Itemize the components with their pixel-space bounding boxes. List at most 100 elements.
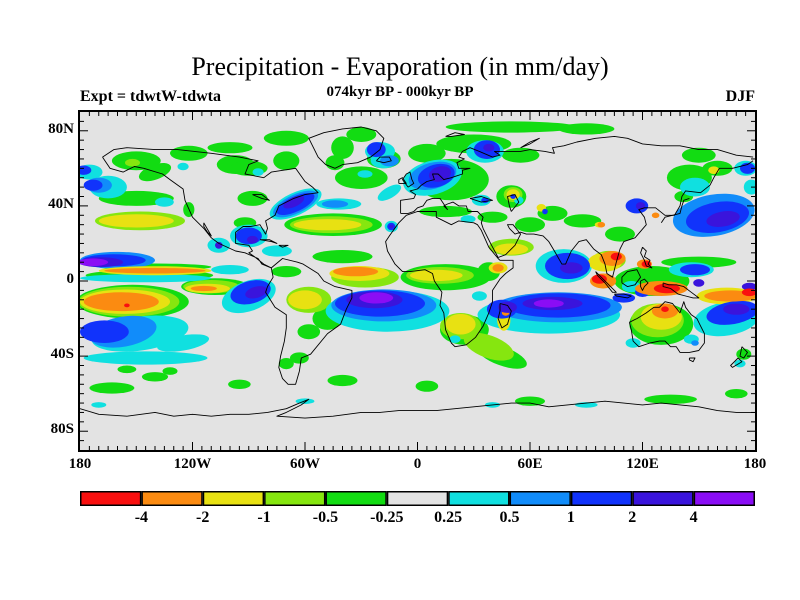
y-axis-tick-label: 40S xyxy=(50,346,74,363)
anomaly-region xyxy=(743,179,755,195)
y-axis-tick-label: 0 xyxy=(66,271,75,287)
colorbar-tick-label: 0.5 xyxy=(499,509,520,526)
anomaly-region xyxy=(80,320,129,343)
anomaly-region xyxy=(228,379,251,389)
anomaly-region xyxy=(736,348,752,360)
anomaly-region xyxy=(80,258,109,266)
colorbar-segment-neutral-gray xyxy=(386,491,449,506)
map-plot xyxy=(78,110,757,452)
anomaly-region xyxy=(693,279,705,287)
anomaly-region xyxy=(460,215,476,223)
coastline xyxy=(640,246,653,269)
anomaly-region xyxy=(162,367,178,375)
anomaly-region xyxy=(155,197,174,207)
colorbar-tick-label: -0.25 xyxy=(370,509,404,526)
coastline xyxy=(375,156,392,164)
anomaly-region xyxy=(278,358,294,370)
anomaly-region xyxy=(157,334,210,352)
anomaly-region xyxy=(91,402,107,408)
anomaly-region xyxy=(246,235,259,244)
colorbar-segment-yellow-green xyxy=(264,491,326,506)
coastline xyxy=(252,194,270,201)
coastline xyxy=(730,357,743,368)
anomaly-region xyxy=(177,162,189,171)
coastline xyxy=(662,282,700,299)
plot-title: Precipitation - Evaporation (in mm/day) xyxy=(191,52,609,81)
colorbar-tick-label: 2 xyxy=(628,509,637,526)
x-axis-tick-label: 0 xyxy=(413,456,422,472)
anomaly-region xyxy=(492,264,504,272)
anomaly-region xyxy=(263,130,309,146)
anomaly-region xyxy=(691,340,699,346)
colorbar-segment-green xyxy=(325,491,387,506)
anomaly-region xyxy=(273,151,300,171)
anomaly-region xyxy=(477,211,508,223)
coastline xyxy=(469,196,493,203)
anomaly-region xyxy=(661,306,669,312)
anomaly-region xyxy=(357,170,373,178)
anomaly-region xyxy=(335,166,388,189)
anomaly-region xyxy=(215,241,223,249)
coastline xyxy=(507,194,520,212)
anomaly-region xyxy=(533,299,564,308)
anomaly-region xyxy=(408,143,446,163)
anomaly-region xyxy=(471,291,487,301)
coastline xyxy=(102,147,319,269)
anomaly-region xyxy=(708,166,720,174)
coastline xyxy=(614,293,632,299)
y-axis-tick-label: 80N xyxy=(48,120,74,137)
coastline xyxy=(398,177,407,184)
anomaly-region xyxy=(706,211,740,227)
anomaly-region xyxy=(515,217,545,233)
anomaly-region xyxy=(389,224,394,229)
coastline xyxy=(259,239,278,244)
season-label: DJF xyxy=(725,88,755,105)
colorbar-tick-label: 4 xyxy=(689,509,698,526)
x-axis-tick-label: 60E xyxy=(517,456,543,472)
experiment-label: Expt = tdwtW-tdwta xyxy=(80,88,221,105)
coastline xyxy=(445,132,465,137)
coastline xyxy=(203,222,212,237)
colorbar xyxy=(80,491,756,506)
coastline xyxy=(621,269,642,288)
colorbar-tick-label: -0.5 xyxy=(312,509,339,526)
coastline xyxy=(402,171,415,188)
anomaly-region xyxy=(83,179,103,191)
anomaly-region xyxy=(331,136,354,159)
anomaly-region xyxy=(515,396,545,406)
anomaly-region xyxy=(415,380,439,392)
coastline xyxy=(400,135,754,214)
anomaly-region xyxy=(104,267,206,274)
anomaly-region xyxy=(605,226,635,242)
coastline xyxy=(265,258,353,385)
anomaly-region xyxy=(211,265,249,275)
colorbar-segment-red xyxy=(80,491,142,506)
anomaly-region xyxy=(597,221,606,228)
colorbar-tick-label: 1 xyxy=(566,509,575,526)
anomaly-region xyxy=(680,177,710,197)
time-period-label: 074kyr BP - 000kyr BP xyxy=(326,84,474,100)
anomaly-region xyxy=(428,166,452,182)
anomaly-region xyxy=(445,121,577,133)
y-axis-tick-label: 40N xyxy=(48,195,74,212)
anomaly-region xyxy=(346,127,377,142)
anomaly-region xyxy=(124,303,130,308)
anomaly-region xyxy=(445,313,476,335)
colorbar-segment-indigo xyxy=(632,491,694,506)
anomaly-region xyxy=(261,245,292,257)
x-axis-tick-label: 180 xyxy=(68,456,92,472)
anomaly-region xyxy=(245,286,268,299)
coastline xyxy=(739,346,748,359)
anomaly-region xyxy=(297,324,321,340)
coastline xyxy=(640,278,649,291)
coastline xyxy=(385,211,514,348)
anomaly-region xyxy=(327,374,358,387)
coastline xyxy=(80,398,755,419)
colorbar-tick-label: -4 xyxy=(134,509,149,526)
anomaly-region xyxy=(542,208,548,215)
coastline xyxy=(400,160,754,278)
anomaly-region xyxy=(741,282,755,291)
colorbar-segment-yellow xyxy=(202,491,265,506)
anomaly-region xyxy=(558,123,615,135)
